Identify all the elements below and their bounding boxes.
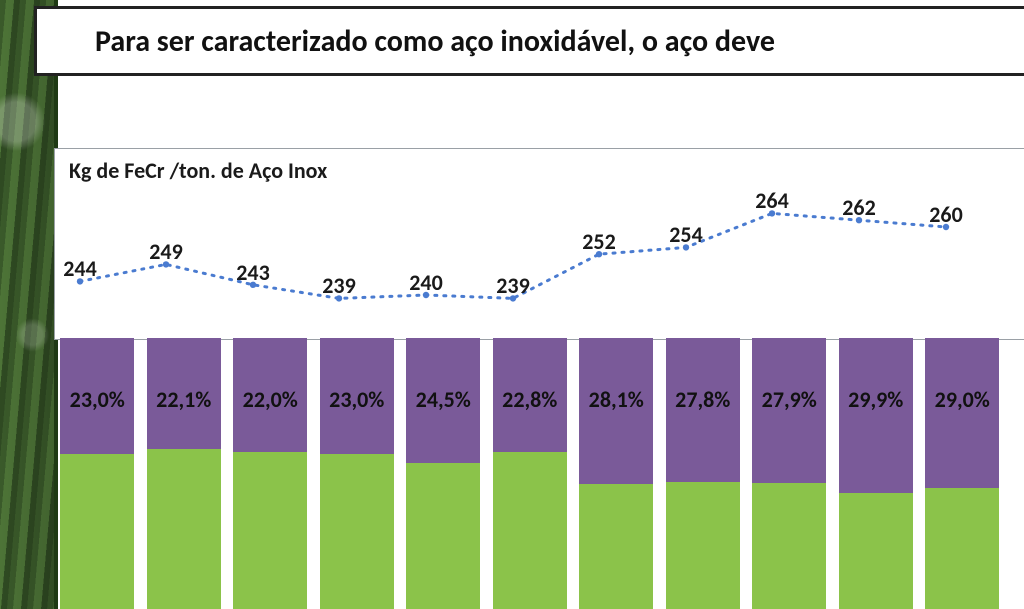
bar-column: 27,9% bbox=[752, 338, 826, 609]
bar-seg-lower bbox=[666, 482, 740, 609]
line-point-label: 252 bbox=[582, 228, 615, 255]
bar-seg-upper bbox=[925, 338, 999, 488]
bar-upper-label: 22,1% bbox=[156, 386, 211, 413]
sidebar-forest-image bbox=[0, 0, 58, 609]
bar-upper-label: 29,0% bbox=[935, 386, 990, 413]
stacked-bar-chart: 23,0% 22,1% 22,0% 23,0% 24,5% 22,8% 28,1% 27,8%… bbox=[54, 338, 1024, 609]
line-point-label: 249 bbox=[149, 238, 182, 265]
title-banner: Para ser caracterizado como aço inoxidáv… bbox=[34, 6, 1024, 76]
bar-upper-label: 23,0% bbox=[329, 386, 384, 413]
bar-seg-lower bbox=[925, 488, 999, 609]
bar-upper-label: 28,1% bbox=[589, 386, 644, 413]
bar-upper-label: 22,0% bbox=[243, 386, 298, 413]
bar-upper-label: 22,8% bbox=[502, 386, 557, 413]
bar-column: 29,0% bbox=[925, 338, 999, 609]
bar-upper-label: 29,9% bbox=[848, 386, 903, 413]
bar-seg-lower bbox=[752, 483, 826, 609]
line-point-label: 264 bbox=[755, 187, 788, 214]
bar-upper-label: 24,5% bbox=[416, 386, 471, 413]
bar-seg-lower bbox=[233, 452, 307, 609]
line-point-label: 239 bbox=[496, 272, 529, 299]
bar-column: 23,0% bbox=[60, 338, 134, 609]
bar-column: 29,9% bbox=[839, 338, 913, 609]
page-title: Para ser caracterizado como aço inoxidáv… bbox=[95, 23, 775, 60]
bar-column: 22,8% bbox=[493, 338, 567, 609]
line-point-label: 244 bbox=[63, 255, 96, 282]
line-chart-svg bbox=[55, 149, 1024, 339]
bar-seg-lower bbox=[406, 463, 480, 609]
bar-column: 27,8% bbox=[666, 338, 740, 609]
bar-seg-lower bbox=[493, 452, 567, 609]
bar-column: 24,5% bbox=[406, 338, 480, 609]
bar-seg-upper bbox=[839, 338, 913, 493]
bar-seg-lower bbox=[579, 484, 653, 609]
line-point-label: 254 bbox=[669, 221, 702, 248]
line-point-label: 243 bbox=[236, 259, 269, 286]
line-point-label: 260 bbox=[929, 201, 962, 228]
bar-column: 28,1% bbox=[579, 338, 653, 609]
bar-seg-lower bbox=[60, 454, 134, 609]
bar-upper-label: 27,9% bbox=[762, 386, 817, 413]
bar-upper-label: 27,8% bbox=[675, 386, 730, 413]
bar-seg-lower bbox=[320, 454, 394, 609]
line-point-label: 240 bbox=[409, 269, 442, 296]
bar-column: 22,0% bbox=[233, 338, 307, 609]
bar-column: 23,0% bbox=[320, 338, 394, 609]
line-point-label: 262 bbox=[842, 194, 875, 221]
bar-column: 22,1% bbox=[147, 338, 221, 609]
line-chart: Kg de FeCr /ton. de Aço Inox 24424924323… bbox=[54, 148, 1024, 340]
bar-seg-lower bbox=[839, 493, 913, 609]
line-point-label: 239 bbox=[322, 272, 355, 299]
bar-upper-label: 23,0% bbox=[70, 386, 125, 413]
bar-seg-lower bbox=[147, 449, 221, 609]
